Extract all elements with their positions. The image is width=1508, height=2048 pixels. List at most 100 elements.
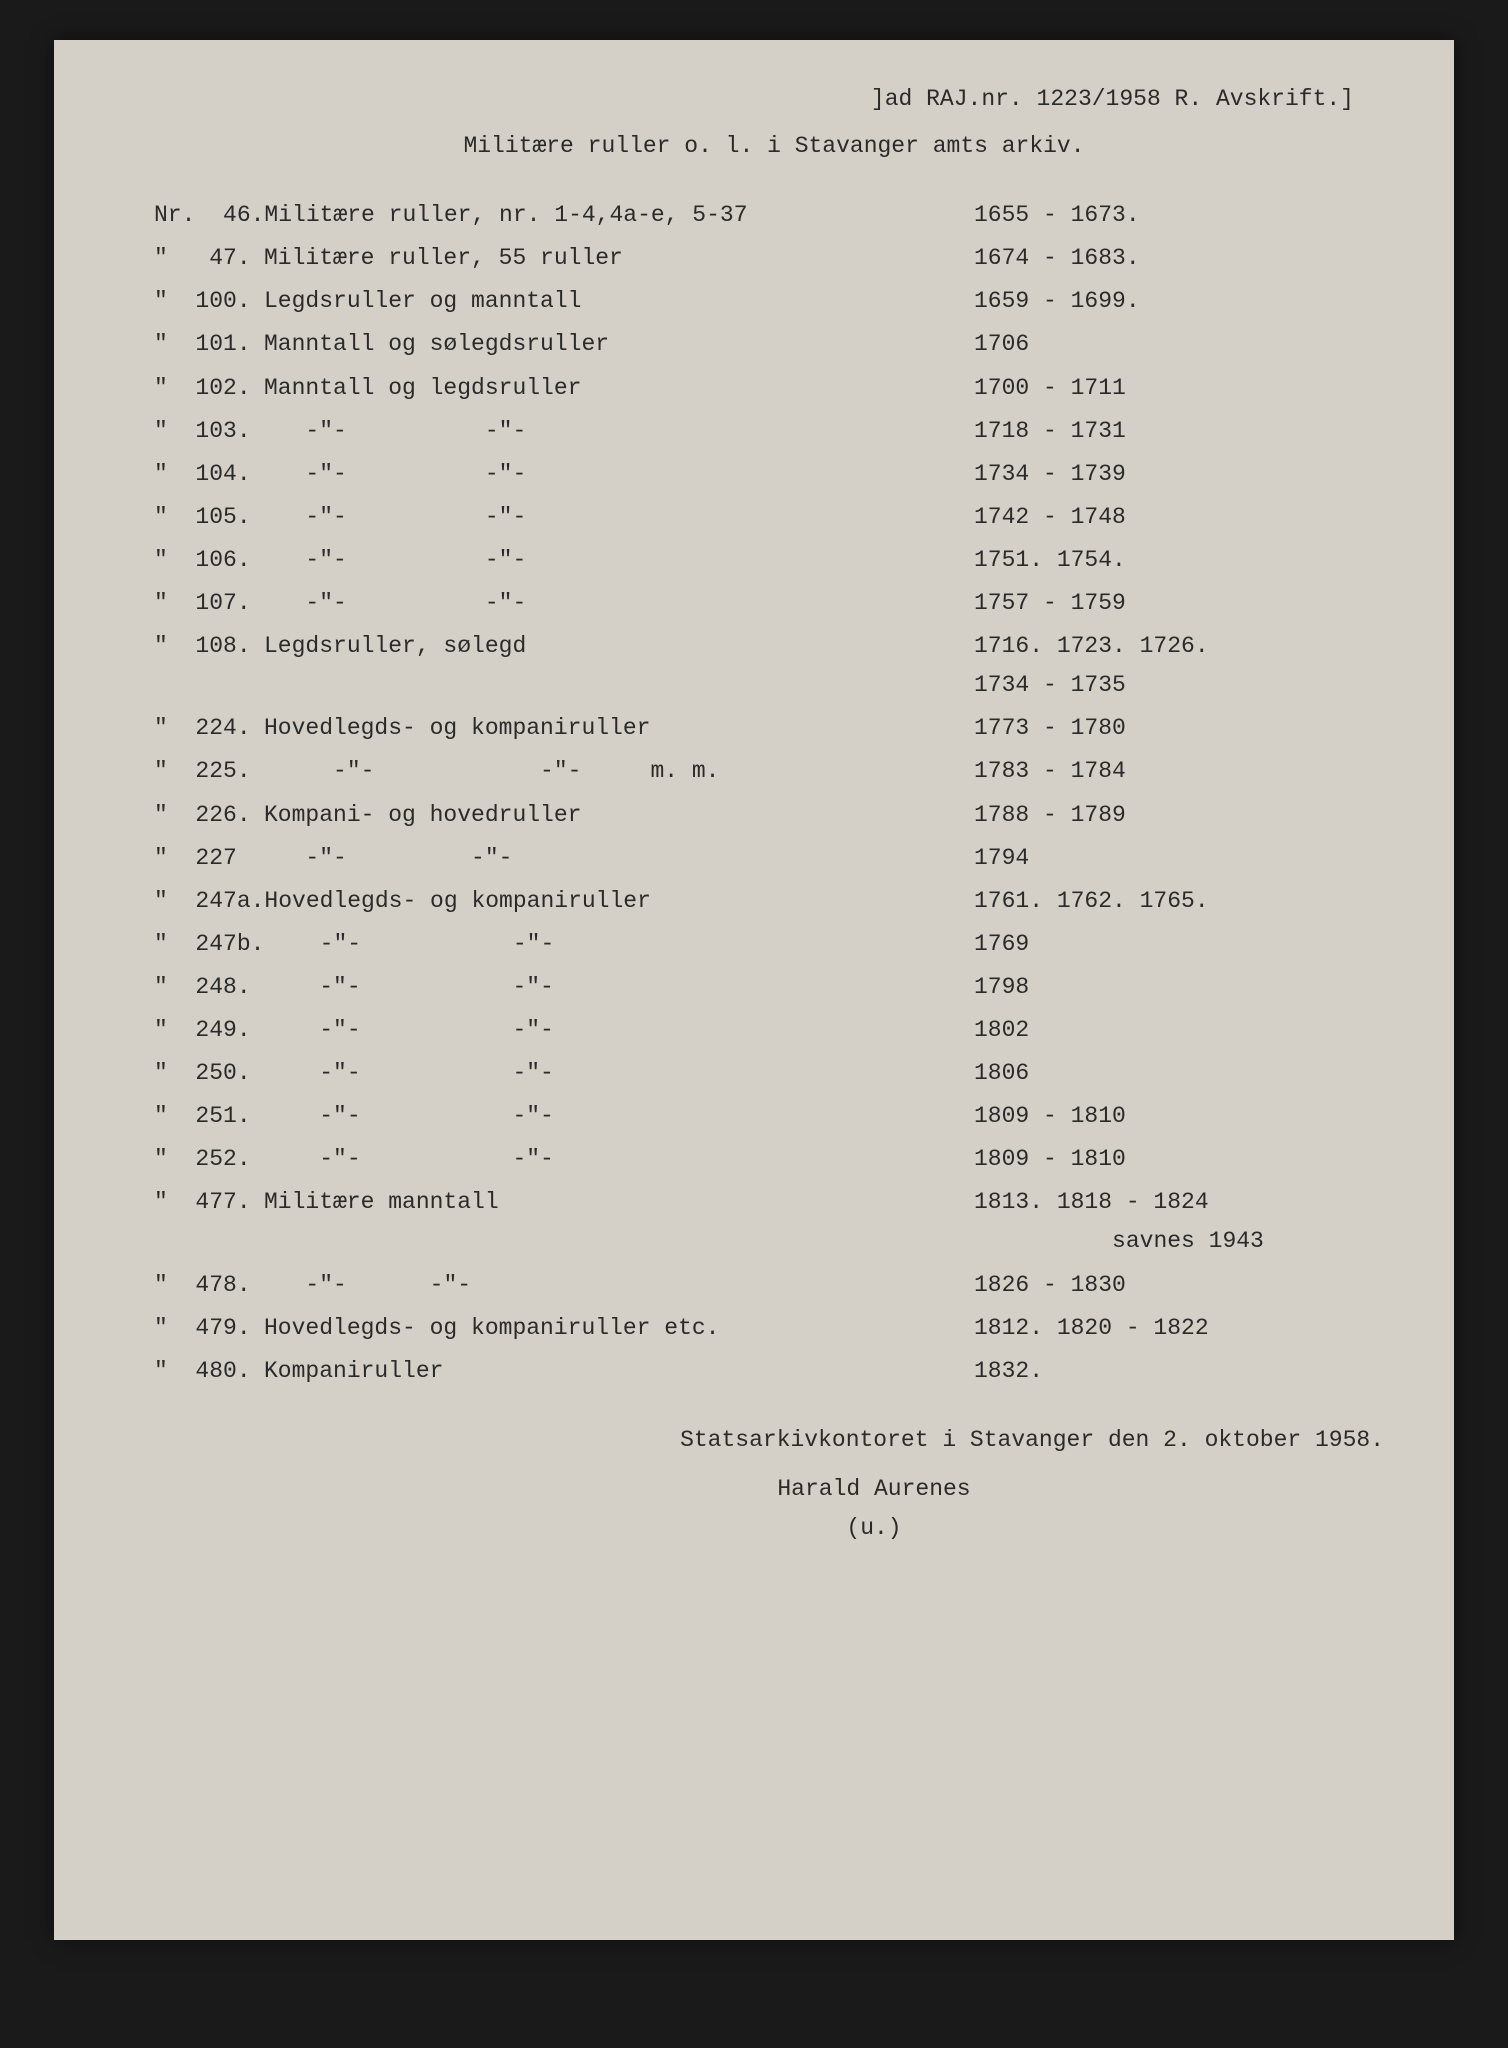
record-date-range: 1716. 1723. 1726. 1734 - 1735	[974, 627, 1394, 705]
record-description: -"- -"-	[264, 1140, 974, 1179]
record-date-range: 1706	[974, 325, 1394, 364]
record-row: " 247b. -"- -"-1769	[154, 925, 1394, 964]
record-row: " 477.Militære manntall1813. 1818 - 1824…	[154, 1183, 1394, 1261]
record-number: " 249.	[154, 1011, 264, 1050]
record-description: Legdsruller og manntall	[264, 282, 974, 321]
record-date-range: 1674 - 1683.	[974, 239, 1394, 278]
record-row: " 227 -"- -"-1794	[154, 839, 1394, 878]
record-date-range: 1751. 1754.	[974, 541, 1394, 580]
record-number: " 103.	[154, 412, 264, 451]
record-date-range: 1742 - 1748	[974, 498, 1394, 537]
record-number: " 227	[154, 839, 264, 878]
record-row: " 479.Hovedlegds- og kompaniruller etc.1…	[154, 1309, 1394, 1348]
record-row: " 102.Manntall og legdsruller1700 - 1711	[154, 369, 1394, 408]
record-number: Nr. 46.	[154, 196, 264, 235]
record-row: " 225. -"- -"- m. m.1783 - 1784	[154, 752, 1394, 791]
record-description: -"- -"- m. m.	[264, 752, 974, 791]
record-description: Kompaniruller	[264, 1352, 974, 1391]
record-number: " 226.	[154, 796, 264, 835]
record-row: " 480.Kompaniruller1832.	[154, 1352, 1394, 1391]
records-list: Nr. 46.Militære ruller, nr. 1-4,4a-e, 5-…	[154, 196, 1394, 1391]
record-number: " 247a.	[154, 882, 264, 921]
record-date-range: 1806	[974, 1054, 1394, 1093]
record-date-range: 1769	[974, 925, 1394, 964]
record-date-range: 1761. 1762. 1765.	[974, 882, 1394, 921]
record-description: Hovedlegds- og kompaniruller	[264, 709, 974, 748]
record-number: " 100.	[154, 282, 264, 321]
record-description: Militære ruller, nr. 1-4,4a-e, 5-37	[264, 196, 974, 235]
record-number: " 250.	[154, 1054, 264, 1093]
record-description: -"- -"-	[264, 839, 974, 878]
record-number: " 478.	[154, 1266, 264, 1305]
record-number: " 248.	[154, 968, 264, 1007]
record-row: " 108.Legdsruller, sølegd1716. 1723. 172…	[154, 627, 1394, 705]
record-description: Militære manntall	[264, 1183, 974, 1222]
record-description: -"- -"-	[264, 584, 974, 623]
record-description: Manntall og legdsruller	[264, 369, 974, 408]
record-date-range: 1655 - 1673.	[974, 196, 1394, 235]
footer-signature-mark: (u.)	[154, 1509, 1394, 1548]
record-number: " 225.	[154, 752, 264, 791]
record-row: " 226.Kompani- og hovedruller1788 - 1789	[154, 796, 1394, 835]
record-row: " 248. -"- -"-1798	[154, 968, 1394, 1007]
record-number: " 247b.	[154, 925, 264, 964]
record-number: " 251.	[154, 1097, 264, 1136]
record-description: -"- -"-	[264, 1266, 974, 1305]
record-number: " 104.	[154, 455, 264, 494]
record-number: " 224.	[154, 709, 264, 748]
record-row: " 251. -"- -"-1809 - 1810	[154, 1097, 1394, 1136]
document-page: ]ad RAJ.nr. 1223/1958 R. Avskrift.] Mili…	[54, 40, 1454, 1940]
record-date-range: 1659 - 1699.	[974, 282, 1394, 321]
record-date-range: 1773 - 1780	[974, 709, 1394, 748]
footer-signature-name: Harald Aurenes	[154, 1470, 1394, 1509]
record-description: -"- -"-	[264, 498, 974, 537]
record-number: " 479.	[154, 1309, 264, 1348]
record-number: " 477.	[154, 1183, 264, 1222]
record-number: " 480.	[154, 1352, 264, 1391]
record-row: " 47.Militære ruller, 55 ruller1674 - 16…	[154, 239, 1394, 278]
record-description: -"- -"-	[264, 1097, 974, 1136]
record-row: " 101.Manntall og sølegdsruller1706	[154, 325, 1394, 364]
record-date-range: 1757 - 1759	[974, 584, 1394, 623]
record-date-range: 1832.	[974, 1352, 1394, 1391]
record-number: " 102.	[154, 369, 264, 408]
record-description: -"- -"-	[264, 412, 974, 451]
record-date-range: 1794	[974, 839, 1394, 878]
record-description: Legdsruller, sølegd	[264, 627, 974, 666]
record-description: Hovedlegds- og kompaniruller	[264, 882, 974, 921]
record-row: " 224.Hovedlegds- og kompaniruller1773 -…	[154, 709, 1394, 748]
record-description: Kompani- og hovedruller	[264, 796, 974, 835]
header-reference: ]ad RAJ.nr. 1223/1958 R. Avskrift.]	[154, 80, 1394, 119]
record-description: Hovedlegds- og kompaniruller etc.	[264, 1309, 974, 1348]
record-number: " 252.	[154, 1140, 264, 1179]
record-row: " 478. -"- -"-1826 - 1830	[154, 1266, 1394, 1305]
record-date-range: 1783 - 1784	[974, 752, 1394, 791]
record-row: " 105. -"- -"-1742 - 1748	[154, 498, 1394, 537]
record-date-range: 1813. 1818 - 1824 savnes 1943	[974, 1183, 1394, 1261]
record-row: " 252. -"- -"-1809 - 1810	[154, 1140, 1394, 1179]
record-description: -"- -"-	[264, 541, 974, 580]
record-number: " 106.	[154, 541, 264, 580]
record-description: -"- -"-	[264, 1011, 974, 1050]
document-title: Militære ruller o. l. i Stavanger amts a…	[154, 127, 1394, 166]
record-number: " 47.	[154, 239, 264, 278]
record-date-range: 1809 - 1810	[974, 1097, 1394, 1136]
record-row: " 247a.Hovedlegds- og kompaniruller1761.…	[154, 882, 1394, 921]
record-row: Nr. 46.Militære ruller, nr. 1-4,4a-e, 5-…	[154, 196, 1394, 235]
record-description: -"- -"-	[264, 925, 974, 964]
record-description: Manntall og sølegdsruller	[264, 325, 974, 364]
record-row: " 104. -"- -"-1734 - 1739	[154, 455, 1394, 494]
record-row: " 106. -"- -"-1751. 1754.	[154, 541, 1394, 580]
record-row: " 249. -"- -"-1802	[154, 1011, 1394, 1050]
record-description: Militære ruller, 55 ruller	[264, 239, 974, 278]
record-number: " 105.	[154, 498, 264, 537]
record-row: " 250. -"- -"-1806	[154, 1054, 1394, 1093]
record-date-range: 1734 - 1739	[974, 455, 1394, 494]
record-date-range: 1812. 1820 - 1822	[974, 1309, 1394, 1348]
document-footer: Statsarkivkontoret i Stavanger den 2. ok…	[154, 1421, 1394, 1548]
footer-place-date: Statsarkivkontoret i Stavanger den 2. ok…	[154, 1421, 1394, 1460]
record-description: -"- -"-	[264, 455, 974, 494]
record-date-range: 1798	[974, 968, 1394, 1007]
record-date-range: 1802	[974, 1011, 1394, 1050]
record-date-range: 1788 - 1789	[974, 796, 1394, 835]
